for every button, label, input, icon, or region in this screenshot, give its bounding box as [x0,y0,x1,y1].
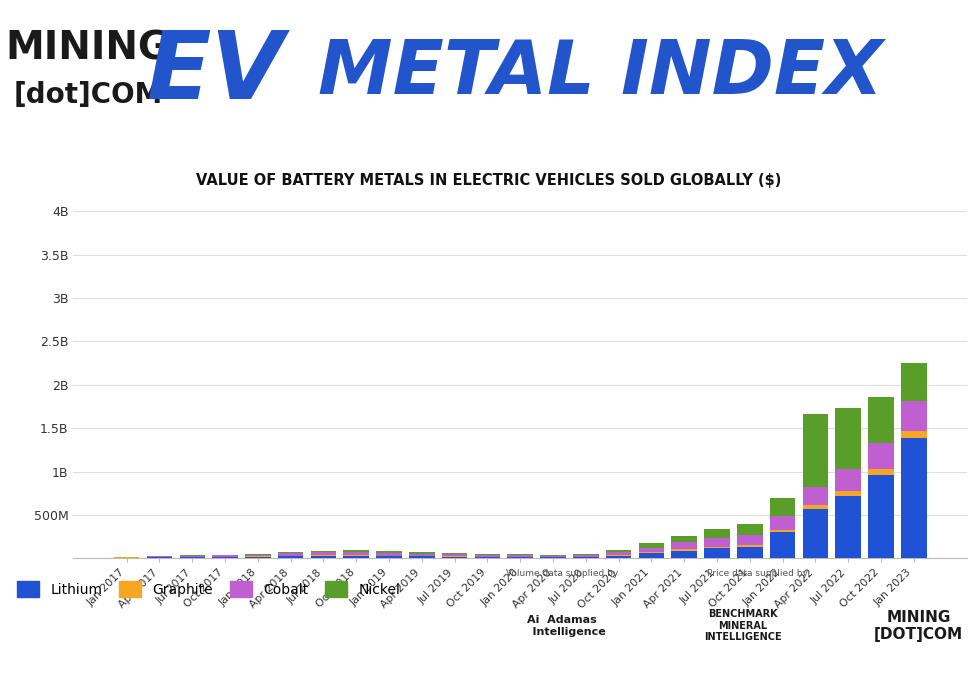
Bar [770,516,795,530]
Bar [901,431,926,438]
Text: [dot]COM: [dot]COM [14,81,162,109]
Bar [540,556,566,557]
Bar [737,535,763,545]
Bar [344,552,369,555]
Bar [606,556,631,558]
Bar [803,487,828,505]
Bar [737,547,763,558]
Bar [442,553,467,554]
Bar [869,469,894,475]
Bar [344,556,369,558]
Bar [606,550,631,552]
Bar [573,557,599,558]
Bar [245,554,271,556]
Bar [869,475,894,558]
Bar [737,524,763,535]
Bar [704,547,730,548]
Bar [803,505,828,509]
Bar [835,491,861,496]
Bar [671,535,697,542]
Bar [475,557,500,558]
Bar [311,551,336,552]
Bar [277,552,304,554]
Bar [245,556,271,558]
Bar [835,496,861,558]
Bar [311,556,336,558]
Bar [180,556,205,557]
Legend: Lithium, Graphite, Cobalt, Nickel: Lithium, Graphite, Cobalt, Nickel [18,581,400,597]
Bar [147,556,172,557]
Bar [147,557,172,558]
Bar [606,552,631,556]
Bar [639,548,664,552]
Bar [540,555,566,556]
Bar [409,556,435,558]
Text: MINING: MINING [6,29,170,67]
Bar [671,542,697,550]
Text: Ai  Adamas
    Intelligence: Ai Adamas Intelligence [518,615,606,637]
Bar [311,552,336,556]
Bar [737,545,763,547]
Bar [639,543,664,548]
Bar [376,556,402,558]
Text: VALUE OF BATTERY METALS IN ELECTRIC VEHICLES SOLD GLOBALLY ($): VALUE OF BATTERY METALS IN ELECTRIC VEHI… [195,173,782,188]
Bar [704,538,730,547]
Bar [770,498,795,516]
Bar [901,364,926,401]
Bar [507,555,533,557]
Bar [409,554,435,556]
Bar [803,414,828,487]
Bar [671,551,697,558]
Bar [212,557,237,558]
Bar [770,533,795,558]
Bar [573,555,599,556]
Bar [212,554,237,556]
Bar [704,529,730,538]
Bar [770,530,795,533]
Bar [409,552,435,554]
Bar [507,557,533,558]
Text: BENCHMARK
MINERAL
INTELLIGENCE: BENCHMARK MINERAL INTELLIGENCE [703,609,782,642]
Bar [835,408,861,469]
Bar [901,401,926,431]
Text: METAL INDEX: METAL INDEX [318,37,882,110]
Text: EV: EV [147,27,283,119]
Bar [442,554,467,556]
Bar [442,557,467,558]
Bar [376,551,402,553]
Bar [376,553,402,556]
Bar [704,548,730,558]
Bar [639,552,664,553]
Bar [835,469,861,491]
Bar [869,397,894,443]
Bar [507,554,533,555]
Bar [180,557,205,558]
Text: Price data supplied by: Price data supplied by [706,569,808,577]
Bar [540,557,566,558]
Bar [475,555,500,556]
Bar [803,509,828,558]
Bar [277,554,304,556]
Bar [671,550,697,551]
Text: Volume data supplied by: Volume data supplied by [506,569,617,577]
Bar [901,438,926,558]
Bar [869,443,894,469]
Bar [344,550,369,552]
Bar [277,556,304,558]
Bar [639,553,664,558]
Text: MINING
[DOT]COM: MINING [DOT]COM [873,609,963,642]
Bar [475,554,500,555]
Bar [573,554,599,555]
